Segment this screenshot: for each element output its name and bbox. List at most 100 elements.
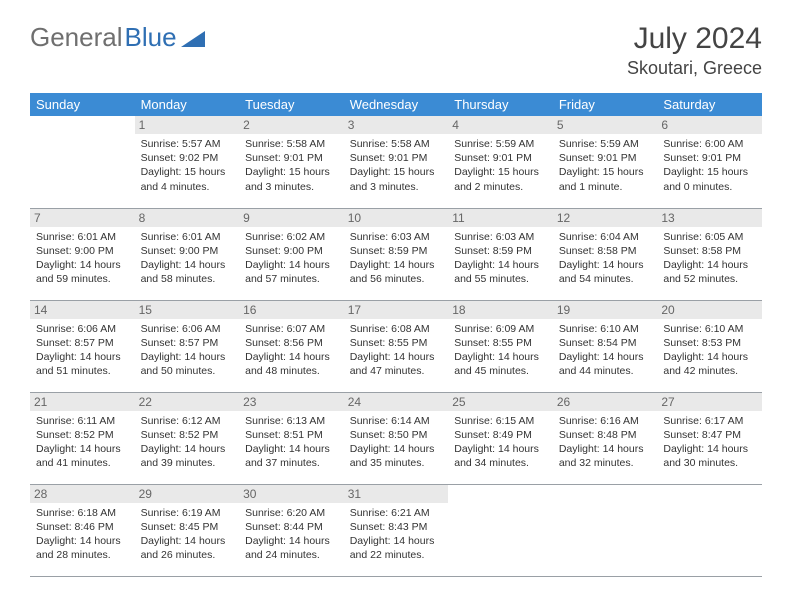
day-number: 11 — [448, 209, 553, 227]
day-number: 2 — [239, 116, 344, 134]
sunrise-value: 6:07 AM — [287, 323, 326, 335]
sunset-label: Sunset: — [663, 152, 702, 164]
daylight-label: Daylight: — [245, 535, 289, 547]
sunrise-label: Sunrise: — [36, 507, 77, 519]
sunrise-value: 6:08 AM — [391, 323, 430, 335]
day-info: Sunrise: 6:17 AMSunset: 8:47 PMDaylight:… — [663, 414, 756, 471]
day-number: 30 — [239, 485, 344, 503]
daylight-label: Daylight: — [245, 259, 289, 271]
daylight-label: Daylight: — [454, 166, 498, 178]
calendar-cell — [657, 484, 762, 576]
day-number: 6 — [657, 116, 762, 134]
sunset-value: 8:54 PM — [597, 337, 636, 349]
calendar-cell: 27 Sunrise: 6:17 AMSunset: 8:47 PMDayligh… — [657, 392, 762, 484]
day-info: Sunrise: 6:01 AMSunset: 9:00 PMDaylight:… — [141, 230, 234, 287]
calendar-cell: 12 Sunrise: 6:04 AMSunset: 8:58 PMDayligh… — [553, 208, 658, 300]
calendar-cell: 5Sunrise: 5:59 AMSunset: 9:01 PMDaylight… — [553, 116, 658, 208]
calendar-cell: 17Sunrise: 6:08 AMSunset: 8:55 PMDayligh… — [344, 300, 449, 392]
sunset-value: 8:59 PM — [388, 245, 427, 257]
sunset-label: Sunset: — [559, 429, 598, 441]
sunset-value: 8:55 PM — [493, 337, 532, 349]
daylight-label: Daylight: — [350, 443, 394, 455]
calendar-cell: 25Sunrise: 6:15 AMSunset: 8:49 PMDayligh… — [448, 392, 553, 484]
sunrise-value: 5:58 AM — [391, 138, 430, 150]
sunset-label: Sunset: — [663, 337, 702, 349]
brand-part1: General — [30, 22, 123, 53]
sunrise-label: Sunrise: — [663, 138, 704, 150]
sunset-label: Sunset: — [36, 521, 75, 533]
daylight-label: Daylight: — [141, 166, 185, 178]
day-number: 22 — [135, 393, 240, 411]
day-number: 31 — [344, 485, 449, 503]
daylight-label: Daylight: — [454, 259, 498, 271]
sunset-label: Sunset: — [350, 337, 389, 349]
sunset-value: 9:01 PM — [597, 152, 636, 164]
sunrise-label: Sunrise: — [454, 138, 495, 150]
day-number: 23 — [239, 393, 344, 411]
sunrise-label: Sunrise: — [245, 323, 286, 335]
daylight-label: Daylight: — [454, 443, 498, 455]
sunrise-value: 6:12 AM — [182, 415, 221, 427]
sunset-value: 9:00 PM — [284, 245, 323, 257]
sunset-value: 9:00 PM — [75, 245, 114, 257]
daylight-label: Daylight: — [350, 166, 394, 178]
sunrise-value: 6:10 AM — [600, 323, 639, 335]
sunrise-value: 6:01 AM — [182, 231, 221, 243]
sunset-label: Sunset: — [350, 429, 389, 441]
calendar-row: 7Sunrise: 6:01 AMSunset: 9:00 PMDaylight… — [30, 208, 762, 300]
weekday-header: Saturday — [657, 93, 762, 116]
daylight-label: Daylight: — [350, 351, 394, 363]
day-number: 20 — [657, 301, 762, 319]
daylight-label: Daylight: — [454, 351, 498, 363]
day-info: Sunrise: 6:09 AMSunset: 8:55 PMDaylight:… — [454, 322, 547, 379]
sunset-label: Sunset: — [245, 521, 284, 533]
day-info: Sunrise: 6:10 AMSunset: 8:53 PMDaylight:… — [663, 322, 756, 379]
sunset-label: Sunset: — [663, 245, 702, 257]
daylight-label: Daylight: — [36, 443, 80, 455]
sunrise-label: Sunrise: — [559, 323, 600, 335]
day-number: 17 — [344, 301, 449, 319]
calendar-cell — [30, 116, 135, 208]
title-block: July 2024 Skoutari, Greece — [627, 22, 762, 79]
location-label: Skoutari, Greece — [627, 58, 762, 79]
sunset-label: Sunset: — [454, 245, 493, 257]
calendar-cell: 14Sunrise: 6:06 AMSunset: 8:57 PMDayligh… — [30, 300, 135, 392]
sunrise-value: 6:05 AM — [705, 231, 744, 243]
day-number: 27 — [657, 393, 762, 411]
calendar-cell: 4Sunrise: 5:59 AMSunset: 9:01 PMDaylight… — [448, 116, 553, 208]
calendar-cell: 3Sunrise: 5:58 AMSunset: 9:01 PMDaylight… — [344, 116, 449, 208]
sunrise-value: 6:06 AM — [77, 323, 116, 335]
sunset-value: 8:57 PM — [75, 337, 114, 349]
day-info: Sunrise: 6:05 AMSunset: 8:58 PMDaylight:… — [663, 230, 756, 287]
sunrise-label: Sunrise: — [245, 138, 286, 150]
day-info: Sunrise: 5:58 AMSunset: 9:01 PMDaylight:… — [245, 137, 338, 194]
sunset-label: Sunset: — [141, 429, 180, 441]
day-info: Sunrise: 6:00 AMSunset: 9:01 PMDaylight:… — [663, 137, 756, 194]
day-info: Sunrise: 6:21 AMSunset: 8:43 PMDaylight:… — [350, 506, 443, 563]
day-number: 25 — [448, 393, 553, 411]
sunrise-value: 6:00 AM — [705, 138, 744, 150]
sunset-value: 8:59 PM — [493, 245, 532, 257]
day-info: Sunrise: 6:19 AMSunset: 8:45 PMDaylight:… — [141, 506, 234, 563]
sunrise-value: 6:11 AM — [77, 415, 115, 427]
sunrise-label: Sunrise: — [663, 231, 704, 243]
calendar-cell: 29Sunrise: 6:19 AMSunset: 8:45 PMDayligh… — [135, 484, 240, 576]
day-info: Sunrise: 5:59 AMSunset: 9:01 PMDaylight:… — [454, 137, 547, 194]
sunset-value: 9:00 PM — [179, 245, 218, 257]
day-number: 28 — [30, 485, 135, 503]
sunrise-label: Sunrise: — [350, 231, 391, 243]
calendar-cell — [448, 484, 553, 576]
sunrise-value: 6:01 AM — [77, 231, 116, 243]
day-number: 12 — [553, 209, 658, 227]
day-info: Sunrise: 6:14 AMSunset: 8:50 PMDaylight:… — [350, 414, 443, 471]
sunset-value: 8:44 PM — [284, 521, 323, 533]
calendar-cell: 15Sunrise: 6:06 AMSunset: 8:57 PMDayligh… — [135, 300, 240, 392]
day-info: Sunrise: 5:58 AMSunset: 9:01 PMDaylight:… — [350, 137, 443, 194]
calendar-cell: 13Sunrise: 6:05 AMSunset: 8:58 PMDayligh… — [657, 208, 762, 300]
sunset-label: Sunset: — [559, 245, 598, 257]
sunrise-value: 6:20 AM — [287, 507, 326, 519]
daylight-label: Daylight: — [663, 259, 707, 271]
day-info: Sunrise: 6:04 AMSunset: 8:58 PMDaylight:… — [559, 230, 652, 287]
sunset-label: Sunset: — [350, 245, 389, 257]
calendar-cell: 1Sunrise: 5:57 AMSunset: 9:02 PMDaylight… — [135, 116, 240, 208]
